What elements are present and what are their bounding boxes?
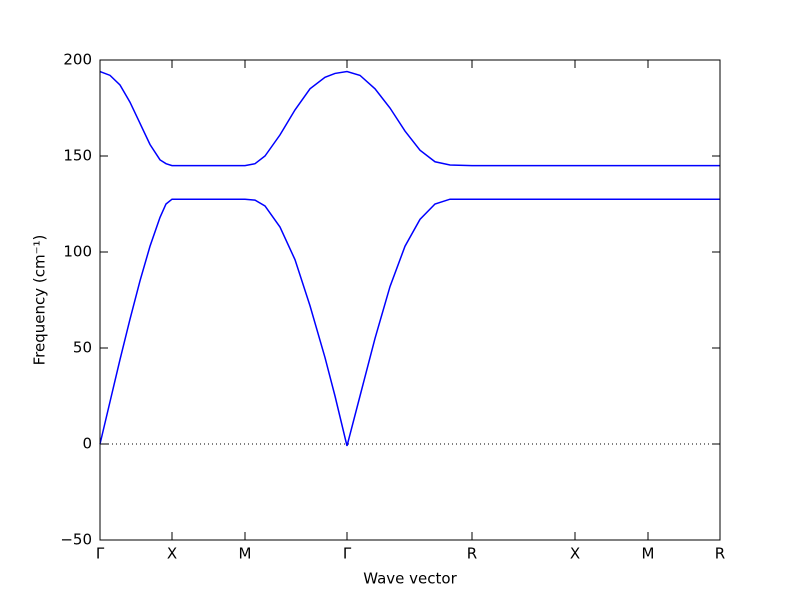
x-tick-label: Γ (96, 545, 105, 563)
x-tick-label: M (642, 545, 655, 563)
x-tick-label: M (239, 545, 252, 563)
x-tick-label: R (467, 545, 477, 563)
x-tick-label: R (715, 545, 725, 563)
band-line (99, 198, 720, 447)
plot-frame (99, 59, 721, 541)
band-line (99, 70, 720, 167)
x-axis-label: Wave vector (363, 570, 457, 588)
y-tick-label: 0 (82, 435, 92, 453)
y-tick-label: 150 (63, 147, 92, 165)
y-tick-label: −50 (60, 531, 92, 549)
y-tick-label: 50 (73, 339, 92, 357)
y-tick-label: 200 (63, 51, 92, 69)
y-axis-label: Frequency (cm⁻¹) (31, 235, 49, 366)
x-tick-label: X (570, 545, 580, 563)
y-tick-label: 100 (63, 243, 92, 261)
x-tick-label: X (167, 545, 177, 563)
x-tick-label: Γ (343, 545, 352, 563)
